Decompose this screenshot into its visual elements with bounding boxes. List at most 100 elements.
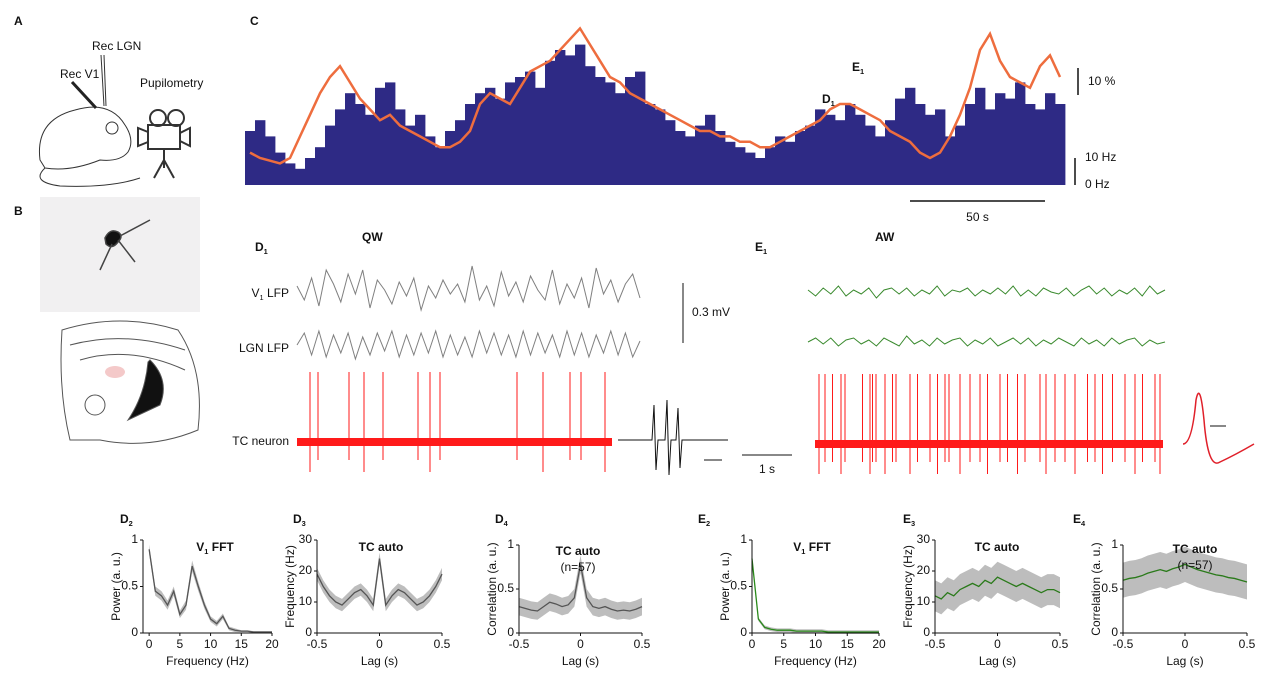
x-axis-label: Frequency (Hz): [166, 654, 249, 668]
firing-rate-bar: [785, 141, 796, 185]
spike-waveform-inset: [1182, 392, 1255, 464]
firing-rate-bar: [665, 120, 676, 185]
episode-marker: D1: [822, 92, 835, 108]
episode-marker: E1: [852, 60, 864, 76]
x-axis-label: Lag (s): [1166, 654, 1203, 668]
panel-label-part: 3: [302, 519, 306, 528]
firing-rate-bar: [605, 82, 616, 185]
firing-rate-bar: [325, 125, 336, 185]
episode-marker-part: 1: [860, 67, 864, 76]
mouse-tail: [39, 167, 141, 187]
mean-line: [518, 564, 643, 612]
spike-trace-label: TC neuron: [232, 434, 289, 448]
x-tick-label: 0.5: [1052, 637, 1069, 651]
rate-scalebar-label: 10 Hz: [1085, 150, 1116, 164]
panel-label-part: 4: [504, 519, 509, 528]
x-tick-label: 20: [872, 637, 886, 651]
neuron: [99, 219, 151, 271]
firing-rate-bar: [675, 131, 686, 185]
time-scalebar-label: 50 s: [966, 210, 989, 224]
error-band: [1123, 546, 1247, 600]
y-tick-label: 0: [1111, 625, 1118, 639]
firing-rate-bar: [395, 109, 406, 185]
camera-label: Pupilometry: [140, 76, 203, 90]
firing-rate-bar: [965, 104, 976, 185]
firing-rate-bar: [555, 50, 566, 185]
y-axis-label: Frequency (Hz): [283, 545, 297, 628]
y-tick-label: 20: [917, 563, 931, 577]
firing-rate-bar: [925, 114, 936, 185]
panel-label-part: E: [1073, 512, 1081, 526]
x-tick-label: 0.5: [634, 637, 651, 651]
firing-rate-bar: [275, 152, 286, 185]
x-tick-label: 0.5: [1239, 637, 1256, 651]
firing-rate-bar: [525, 71, 536, 185]
y-tick-label: 30: [917, 532, 931, 546]
panel-label-part: 4: [1081, 519, 1086, 528]
state-title: AW: [875, 230, 895, 244]
panel-label: D1: [255, 240, 268, 256]
x-axis-label: Lag (s): [361, 654, 398, 668]
panel-label: E4: [1073, 512, 1086, 528]
chart-title-part: 1: [801, 547, 805, 556]
histology-image: [40, 197, 200, 312]
error-band: [317, 552, 442, 612]
firing-rate-bar: [285, 163, 296, 185]
trace-label-part: V: [252, 286, 260, 300]
section-nucleus: [84, 394, 106, 416]
firing-rate-bar: [895, 98, 906, 185]
firing-rate-bar: [1045, 93, 1056, 185]
spike-waveform-inset: [618, 399, 728, 476]
chart-title-part: V: [793, 540, 801, 554]
panel-label-part: D: [120, 512, 129, 526]
firing-rate-bar: [985, 109, 996, 185]
y-tick-label: 1: [131, 532, 138, 546]
x-tick-label: 0: [749, 637, 756, 651]
firing-rate-bar: [855, 114, 866, 185]
firing-rate-bar: [615, 93, 626, 185]
pupil-scalebar-label: 10 %: [1088, 74, 1116, 88]
firing-rate-bar: [365, 114, 376, 185]
firing-rate-bar: [865, 125, 876, 185]
panel-label: E2: [698, 512, 710, 528]
firing-rate-bar: [1005, 98, 1016, 185]
voltage-scalebar-label: 0.3 mV: [692, 305, 730, 319]
chart-title-part: FFT: [208, 540, 234, 554]
y-tick-label: 0: [131, 625, 138, 639]
panel-label-part: E: [903, 512, 911, 526]
y-tick-label: 10: [299, 594, 313, 608]
chart-subtitle: (n=57): [560, 560, 595, 574]
y-axis-label: Power (a. u.): [718, 552, 732, 621]
mean-line: [148, 549, 272, 633]
chart-title: V1 FFT: [793, 540, 831, 556]
y-tick-label: 0: [507, 625, 514, 639]
y-tick-label: 1: [740, 532, 747, 546]
firing-rate-bar: [975, 87, 986, 185]
firing-rate-bar: [955, 125, 966, 185]
white-matter: [126, 359, 164, 422]
x-tick-label: 5: [780, 637, 787, 651]
x-tick-label: 10: [809, 637, 823, 651]
firing-rate-bar: [655, 109, 666, 185]
firing-rate-bar: [485, 87, 496, 185]
panel-label: C: [250, 14, 259, 28]
chart-title: TC auto: [975, 540, 1020, 554]
chart-title-part: 1: [204, 547, 208, 556]
firing-rate-bar: [355, 104, 366, 185]
y-tick-label: 0.5: [1101, 581, 1118, 595]
firing-rate-bar: [1015, 82, 1026, 185]
panel-label-part: 1: [763, 247, 767, 256]
firing-rate-bar: [595, 77, 606, 185]
panel-label: A: [14, 14, 23, 28]
firing-rate-bar: [745, 152, 756, 185]
mean-line: [934, 576, 1061, 600]
x-axis-label: Frequency (Hz): [774, 654, 857, 668]
mouse-ear: [105, 121, 119, 135]
firing-rate-bar: [805, 125, 816, 185]
mouse-body: [38, 106, 132, 170]
y-tick-label: 10: [917, 594, 931, 608]
y-axis-label: Power (a. u.): [109, 552, 123, 621]
firing-rate-bar: [585, 66, 596, 185]
x-tick-label: 15: [841, 637, 855, 651]
error-band: [519, 555, 642, 620]
